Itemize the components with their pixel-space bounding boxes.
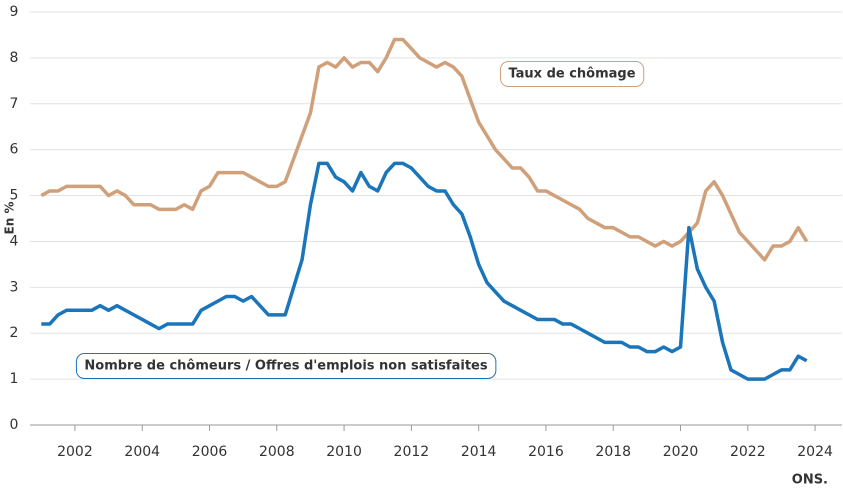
y-tick-label: 1 xyxy=(10,371,19,387)
x-tick-label: 2018 xyxy=(595,444,631,460)
y-tick-label: 8 xyxy=(10,50,19,66)
line-series xyxy=(40,37,809,262)
x-tick-label: 2010 xyxy=(326,444,362,460)
y-tick-label: 2 xyxy=(10,325,19,341)
legend-label: Nombre de chômeurs / Offres d'emplois no… xyxy=(84,359,487,374)
x-tick-label: 2014 xyxy=(461,444,497,460)
x-tick-label: 2024 xyxy=(797,444,833,460)
legend-label: Taux de chômage xyxy=(508,67,635,82)
x-tick-label: 2004 xyxy=(124,444,160,460)
y-tick-label: 5 xyxy=(10,188,19,204)
legend-box xyxy=(75,353,497,379)
legend-box xyxy=(499,61,645,87)
x-tick-label: 2020 xyxy=(663,444,699,460)
line-series xyxy=(41,161,808,381)
x-tick-label: 2002 xyxy=(57,444,93,460)
y-tick-label: 9 xyxy=(10,4,19,20)
x-tick-label: 2016 xyxy=(528,444,564,460)
x-tick-label: 2008 xyxy=(259,444,295,460)
y-tick-label: 6 xyxy=(10,142,19,158)
y-tick-label: 3 xyxy=(10,279,19,295)
source: ONS. xyxy=(792,473,828,488)
y-tick-label: 4 xyxy=(10,233,19,249)
y-tick-label: 7 xyxy=(10,96,19,112)
y-tick-label: 0 xyxy=(10,417,19,433)
x-tick-label: 2012 xyxy=(394,444,430,460)
x-tick-label: 2006 xyxy=(192,444,228,460)
x-tick-label: 2022 xyxy=(730,444,766,460)
y-axis-label: En % xyxy=(3,202,17,235)
